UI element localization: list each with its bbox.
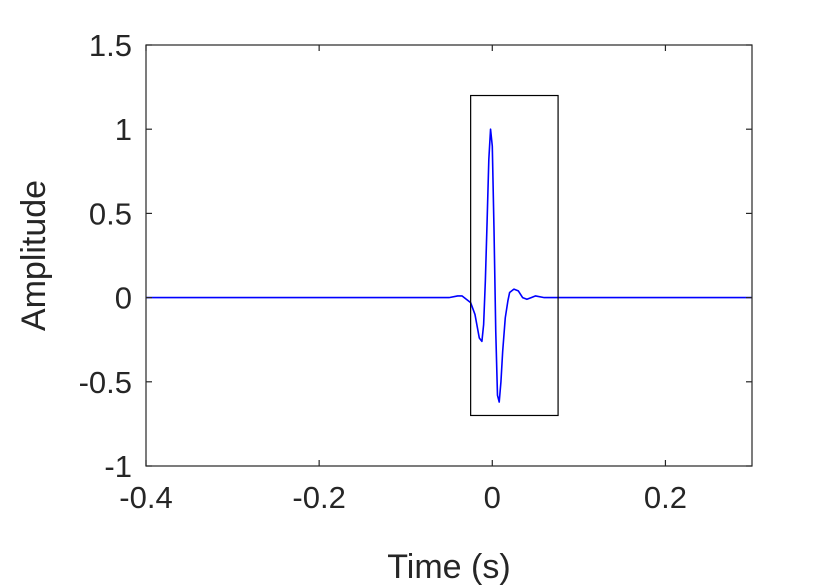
y-tick-label: -1 [104, 449, 132, 484]
y-tick-label: 1 [115, 112, 132, 147]
y-axis-label: Amplitude [15, 180, 53, 331]
y-tick-label: -0.5 [79, 365, 132, 400]
x-tick-label: 0.2 [644, 480, 687, 515]
y-tick-label: 0 [115, 281, 132, 316]
plot-area [145, 44, 753, 467]
x-axis-label: Time (s) [387, 548, 510, 586]
y-axis-ticks: -1 -0.5 0 0.5 1 1.5 [79, 28, 752, 484]
y-tick-label: 1.5 [89, 28, 132, 63]
axes-frame [145, 44, 753, 467]
annotation-box [470, 94, 559, 417]
y-tick-label: 0.5 [89, 196, 132, 231]
x-tick-label: 0 [484, 480, 501, 515]
x-tick-label: -0.2 [292, 480, 345, 515]
series-line [146, 128, 752, 403]
x-axis-ticks: -0.4 -0.2 0 0.2 [119, 45, 687, 515]
x-tick-label: -0.4 [119, 480, 172, 515]
